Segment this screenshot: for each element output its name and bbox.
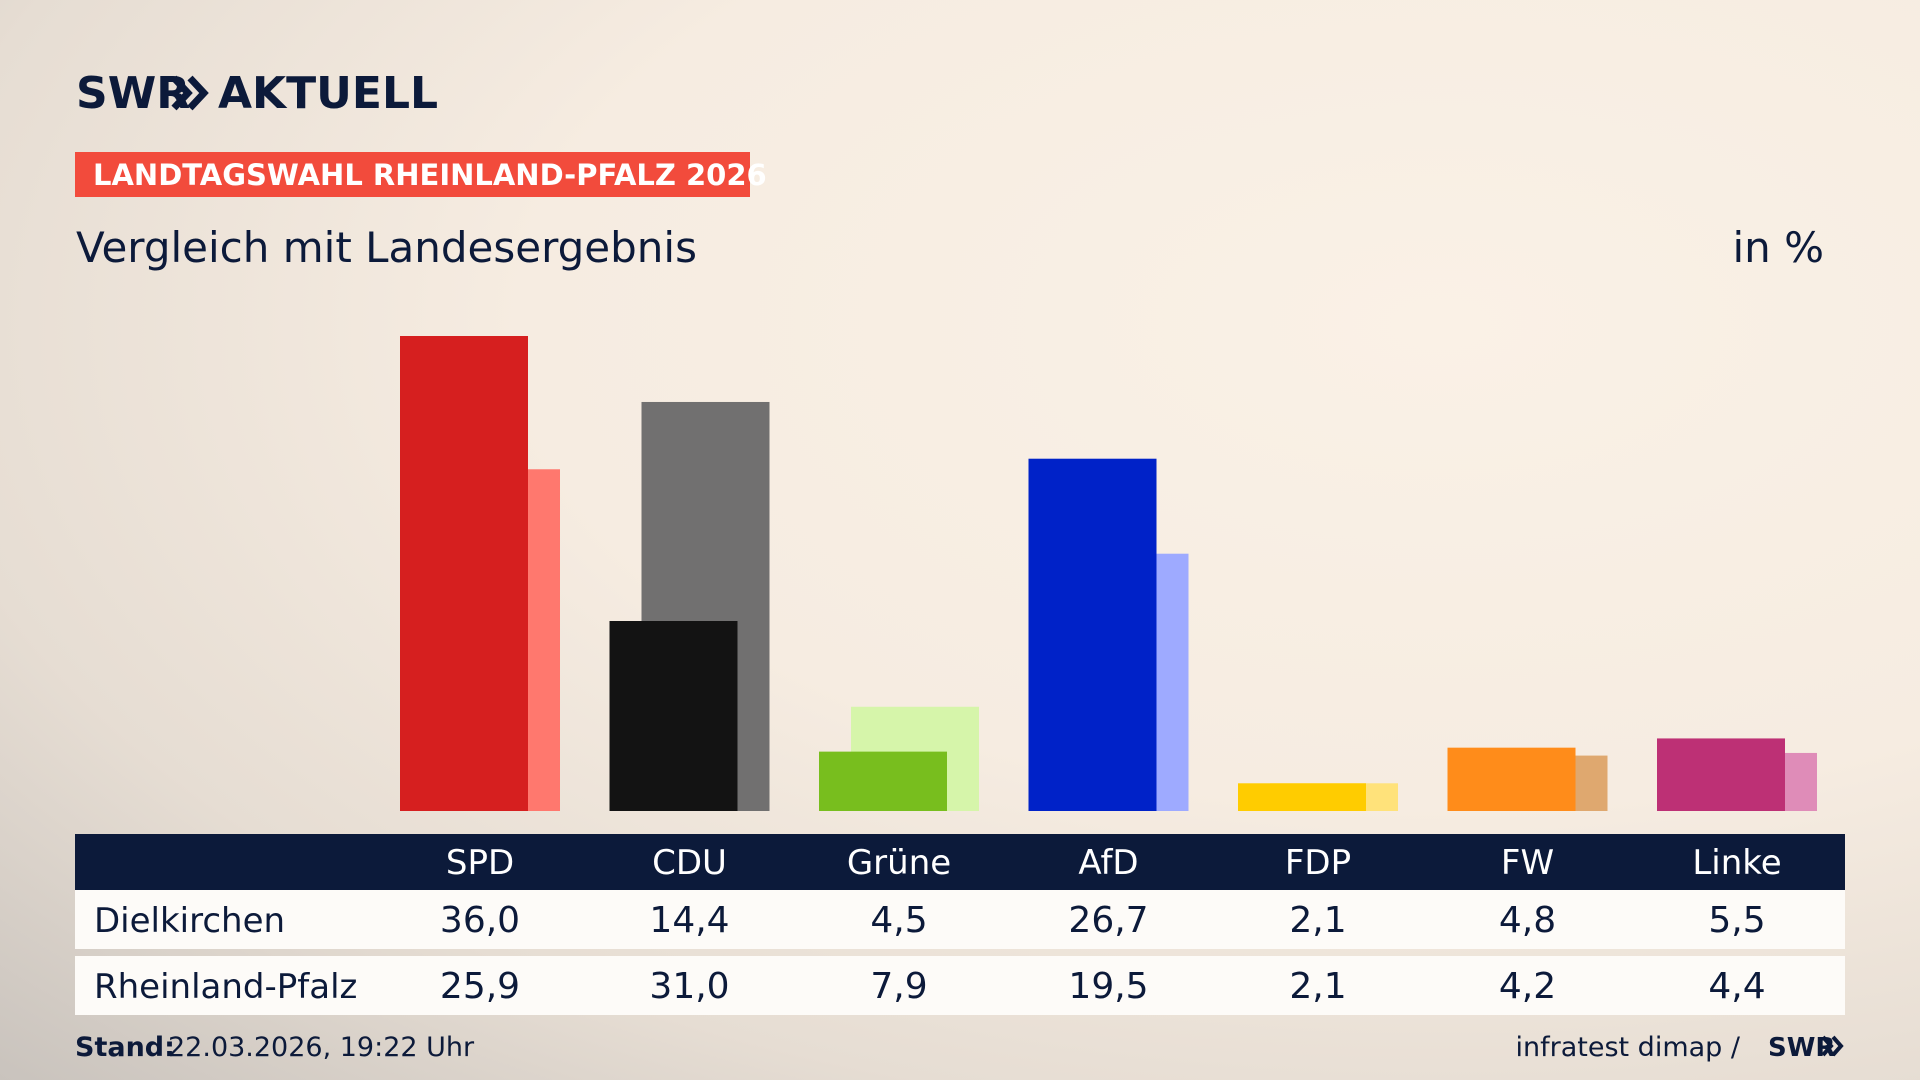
bar: [819, 751, 947, 811]
row-label: Dielkirchen: [94, 901, 285, 941]
column-header: SPD: [446, 843, 514, 883]
column-header: CDU: [652, 843, 727, 883]
subtitle: Vergleich mit Landesergebnis: [76, 223, 697, 272]
value-label: 5,5: [1708, 900, 1765, 941]
logo: SWR: [76, 68, 190, 119]
value-label: 36,0: [440, 900, 520, 941]
bar: [609, 621, 738, 811]
bar: [1028, 458, 1157, 811]
value-label: 4,4: [1708, 966, 1765, 1007]
row-label: Rheinland-Pfalz: [94, 967, 357, 1007]
value-label: 2,1: [1289, 900, 1346, 941]
logo-suffix: AKTUELL: [218, 68, 438, 119]
stand-label: Stand:: [75, 1032, 175, 1063]
value-label: 4,2: [1499, 966, 1556, 1007]
badge-text: LANDTAGSWAHL RHEINLAND-PFALZ 2026: [93, 158, 767, 192]
value-label: 14,4: [649, 900, 729, 941]
column-header: Grüne: [847, 843, 951, 883]
value-label: 4,8: [1499, 900, 1556, 941]
unit: in %: [1732, 223, 1824, 272]
value-label: 26,7: [1068, 900, 1148, 941]
badge: [75, 152, 750, 197]
column-header: Linke: [1692, 843, 1781, 883]
value-label: 7,9: [870, 966, 927, 1007]
column-header: FW: [1501, 843, 1554, 883]
column-header: FDP: [1285, 843, 1351, 883]
bar: [1657, 738, 1785, 811]
value-label: 4,5: [870, 900, 927, 941]
bar: [1447, 747, 1576, 811]
value-label: 25,9: [440, 966, 520, 1007]
table-row: [75, 956, 1845, 1015]
table-header: [75, 834, 1845, 890]
column-header: AfD: [1078, 843, 1138, 883]
table-row: [75, 890, 1845, 949]
source: infratest dimap /: [1515, 1032, 1740, 1063]
source-chevrons: [1821, 1035, 1844, 1057]
stand: 22.03.2026, 19:22 Uhr: [168, 1032, 475, 1063]
value-label: 31,0: [649, 966, 729, 1007]
bar: [1238, 783, 1366, 811]
bar: [400, 336, 528, 811]
value-label: 2,1: [1289, 966, 1346, 1007]
value-label: 19,5: [1068, 966, 1148, 1007]
logo-chevrons: [171, 75, 209, 111]
